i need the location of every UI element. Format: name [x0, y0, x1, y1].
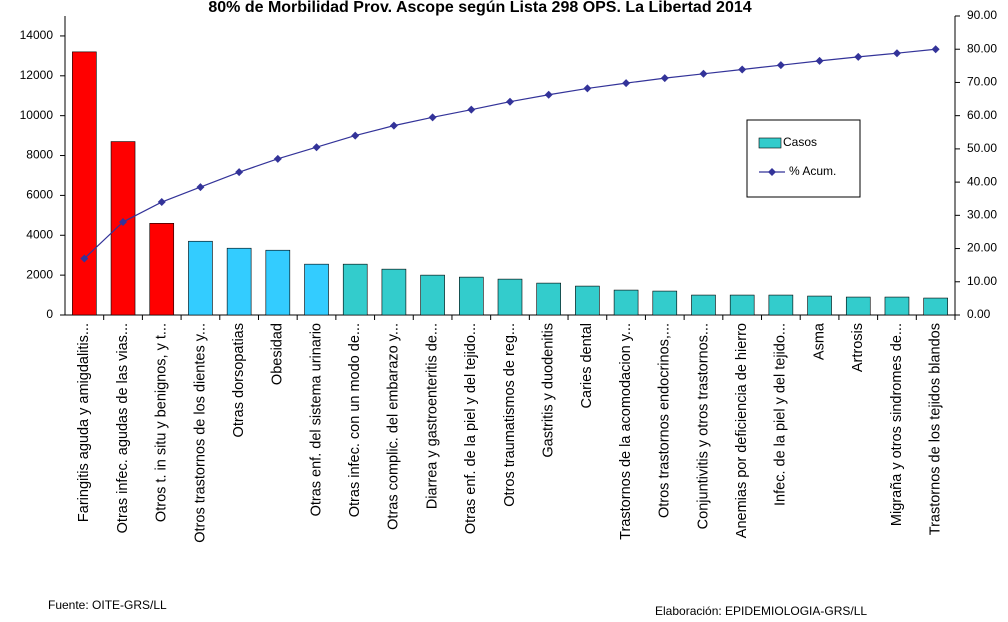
cumulative-marker — [544, 90, 553, 99]
y2-tick-label: 90.00 — [967, 8, 997, 22]
cumulative-marker — [660, 74, 669, 83]
x-tick-label: Infec. de la piel y del tejido... — [773, 323, 789, 506]
x-tick-label: Gastritis y duodenitis — [541, 323, 557, 458]
bar — [265, 249, 291, 316]
bar — [188, 240, 213, 316]
cumulative-marker — [506, 97, 514, 106]
credit: Elaboración: EPIDEMIOLOGIA-GRS/LL — [655, 604, 867, 618]
bar — [845, 296, 871, 316]
bar — [729, 294, 755, 316]
x-tick-label: Trastornos de la acomodacion y... — [618, 323, 634, 540]
legend-swatch — [758, 137, 782, 149]
x-tick-label: Anemias por deficiencia de hierro — [734, 323, 750, 538]
cumulative-marker — [854, 52, 863, 61]
bar — [381, 268, 407, 316]
x-tick-label: Asma — [811, 322, 827, 360]
cumulative-marker — [467, 105, 476, 114]
y-tick-label: 2000 — [26, 267, 53, 281]
bar — [420, 274, 445, 316]
bar — [459, 276, 484, 316]
cumulative-marker — [351, 131, 360, 140]
y-tick-label: 10000 — [20, 108, 54, 122]
y2-tick-label: 70.00 — [967, 75, 997, 89]
cumulative-marker — [119, 217, 128, 226]
bar — [575, 285, 600, 316]
y-tick-label: 12000 — [20, 68, 54, 82]
y-tick-label: 0 — [46, 307, 53, 321]
x-tick-label: Conjuntivitis y otros trastornos... — [695, 323, 711, 529]
y2-tick-label: 0.00 — [967, 307, 991, 321]
bar — [72, 51, 97, 316]
bar — [497, 278, 523, 316]
y2-tick-label: 20.00 — [967, 241, 997, 255]
legend-label: Casos — [783, 135, 817, 149]
cumulative-marker — [776, 61, 785, 70]
x-tick-label: Caries dental — [579, 323, 595, 408]
cumulative-marker — [583, 84, 592, 93]
legend-marker — [768, 168, 776, 176]
x-tick-label: Otras infec. con un modo de... — [347, 323, 363, 517]
cumulative-marker — [312, 143, 321, 152]
x-tick-label: Otros traumatismos de reg... — [502, 323, 518, 507]
cumulative-marker — [157, 198, 166, 207]
bar — [652, 290, 678, 316]
y-tick-label: 6000 — [26, 188, 53, 202]
bar — [304, 263, 329, 316]
x-tick-label: Otras infec. agudas de las vias... — [115, 323, 131, 533]
x-tick-label: Obesidad — [270, 323, 286, 385]
y2-tick-label: 40.00 — [967, 174, 997, 188]
bar — [536, 282, 561, 316]
legend-box — [746, 119, 861, 198]
bar — [613, 289, 639, 316]
y2-tick-label: 80.00 — [967, 41, 997, 55]
bar — [149, 223, 175, 316]
y2-tick-label: 50.00 — [967, 141, 997, 155]
y-tick-label: 4000 — [26, 227, 53, 241]
cumulative-marker — [235, 168, 244, 177]
x-tick-label: Artrosis — [850, 323, 866, 372]
x-tick-label: Otros trastornos endocrinos,... — [657, 323, 673, 518]
x-tick-label: Otros trastornos de los dientes y... — [192, 323, 208, 543]
y2-tick-label: 10.00 — [967, 274, 997, 288]
cumulative-marker — [389, 121, 398, 130]
cumulative-marker — [196, 183, 205, 192]
bar — [768, 294, 794, 316]
bar — [691, 294, 716, 316]
x-tick-label: Otras enf. de la piel y del tejido... — [463, 323, 479, 534]
cumulative-marker — [428, 113, 437, 122]
x-tick-label: Otras complic. del embarazo y... — [386, 323, 402, 530]
cumulative-marker — [815, 56, 824, 65]
cumulative-marker — [738, 65, 747, 74]
bar — [226, 247, 252, 316]
x-tick-label: Trastornos de los tejidos blandos — [927, 323, 943, 535]
y2-tick-label: 30.00 — [967, 208, 997, 222]
bar — [342, 263, 368, 316]
cumulative-marker — [80, 254, 89, 263]
x-tick-label: Otras dorsopatias — [231, 323, 247, 437]
x-tick-label: Otras enf. del sistema urinario — [308, 323, 324, 516]
bar — [807, 295, 832, 316]
cumulative-marker — [931, 45, 940, 54]
legend-label: % Acum. — [789, 164, 836, 178]
x-tick-label: Migraña y otros sindromes de... — [889, 323, 905, 526]
bar — [923, 297, 948, 316]
cumulative-marker — [892, 49, 901, 58]
source: Fuente: OITE-GRS/LL — [48, 598, 167, 612]
chart-title: 80% de Morbilidad Prov. Ascope según Lis… — [208, 0, 751, 16]
bar — [884, 296, 910, 316]
y2-tick-label: 60.00 — [967, 108, 997, 122]
x-tick-label: Faringitis aguda y amigdalitis... — [76, 323, 92, 522]
cumulative-marker — [699, 69, 708, 78]
x-tick-label: Otros t. in situ y benignos, y t... — [154, 323, 170, 522]
y-tick-label: 14000 — [20, 28, 54, 42]
x-tick-label: Diarrea y gastroenteritis de... — [424, 323, 440, 509]
bar — [110, 141, 136, 316]
cumulative-marker — [622, 79, 631, 88]
y-tick-label: 8000 — [26, 148, 53, 162]
cumulative-marker — [273, 154, 282, 163]
